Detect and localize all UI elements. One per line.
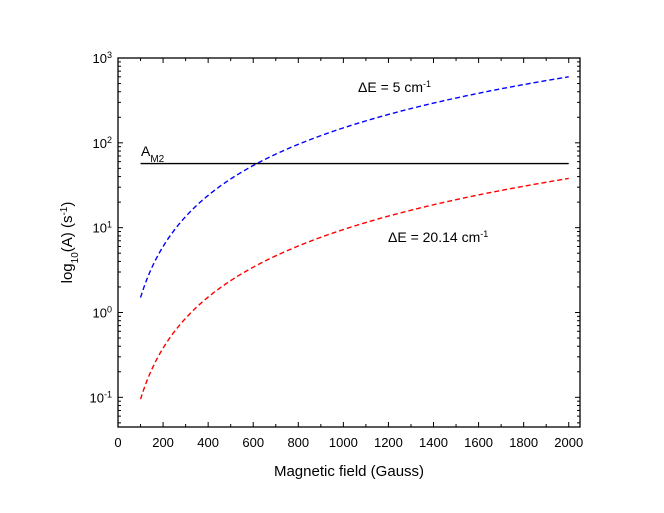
x-tick-label: 2000 bbox=[554, 435, 583, 450]
x-tick-label: 1800 bbox=[509, 435, 538, 450]
y-tick-label: 101 bbox=[93, 220, 112, 236]
x-tick-label: 1400 bbox=[419, 435, 448, 450]
x-tick-label: 1600 bbox=[464, 435, 493, 450]
x-tick-label: 1200 bbox=[374, 435, 403, 450]
y-tick-label: 100 bbox=[93, 304, 112, 320]
x-tick-label: 800 bbox=[287, 435, 309, 450]
x-tick-label: 600 bbox=[242, 435, 264, 450]
annotation-am2: AM2 bbox=[141, 143, 165, 165]
y-axis-label: log10(A) (s-1) bbox=[59, 202, 81, 284]
x-tick-label: 200 bbox=[152, 435, 174, 450]
x-axis-label: Magnetic field (Gauss) bbox=[274, 463, 424, 480]
plot-frame bbox=[117, 57, 581, 428]
series-line-1 bbox=[139, 177, 569, 400]
y-tick-label: 103 bbox=[93, 50, 112, 66]
series-line-0 bbox=[139, 76, 569, 298]
y-tick-label: 10-1 bbox=[90, 389, 112, 405]
annotation-delta-e-20: ΔE = 20.14 cm-1 bbox=[388, 229, 488, 245]
x-tick-label: 1000 bbox=[329, 435, 358, 450]
x-tick-label: 400 bbox=[197, 435, 219, 450]
annotation-delta-e-5: ΔE = 5 cm-1 bbox=[358, 79, 431, 95]
y-tick-label: 102 bbox=[93, 135, 112, 151]
x-tick-label: 0 bbox=[114, 435, 121, 450]
